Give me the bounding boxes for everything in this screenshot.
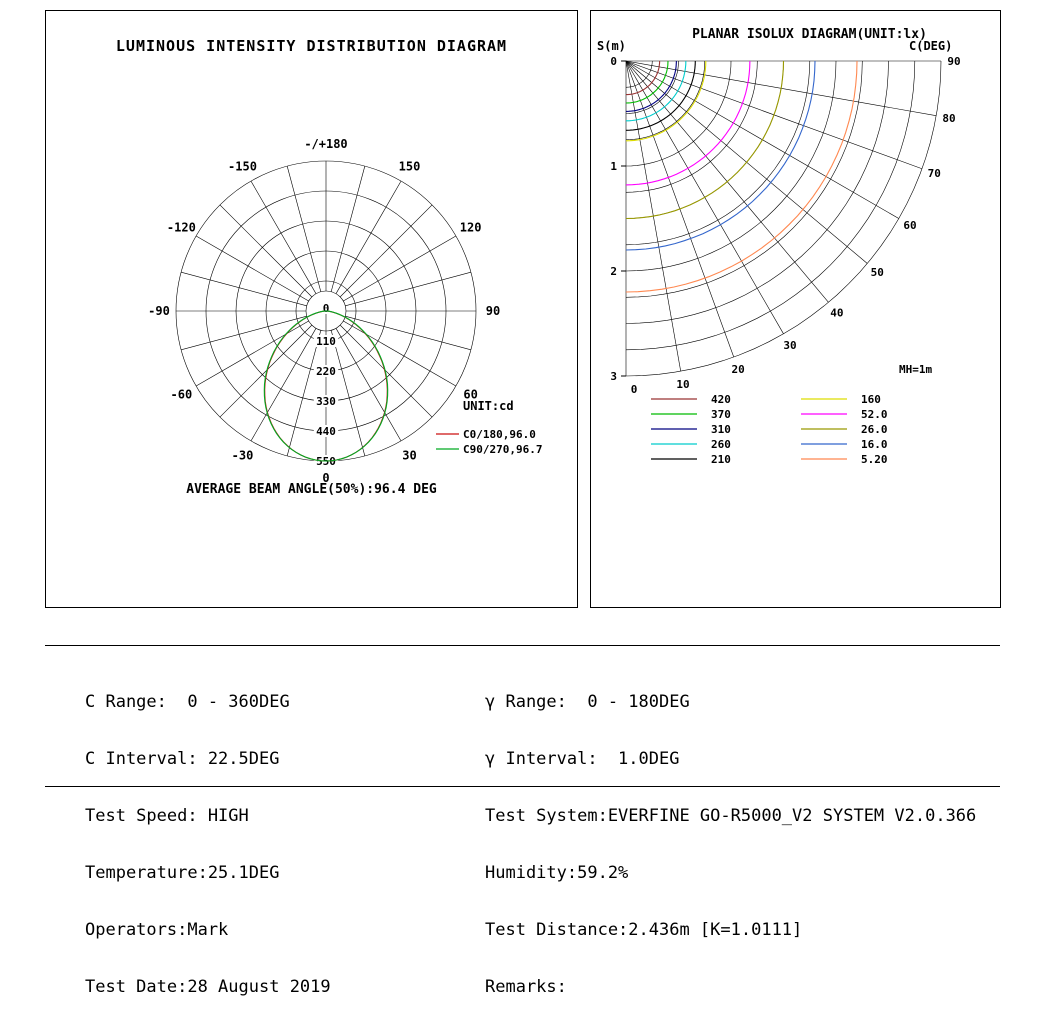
svg-text:60: 60 <box>903 219 916 232</box>
info-line-test-system: Test System:EVERFINE GO-R5000_V2 SYSTEM … <box>485 806 977 826</box>
luminous-intensity-panel: -/+180 150 120 90 60 30 0 -30 -60 -90 -120 -150 110 2… <box>45 10 578 608</box>
svg-text:3: 3 <box>610 370 617 383</box>
svg-text:UNIT:cd: UNIT:cd <box>463 399 514 413</box>
info-line-test-distance: Test Distance:2.436m [K=1.0111] <box>485 920 803 940</box>
info-line-temperature: Temperature:25.1DEG <box>85 863 280 883</box>
svg-text:-/+180: -/+180 <box>304 137 347 151</box>
test-info-right-column: γ Range: 0 - 180DEG γ Interval: 1.0DEG T… <box>485 655 976 1035</box>
svg-text:310: 310 <box>711 423 731 436</box>
svg-text:110: 110 <box>316 335 336 348</box>
info-line-gamma-interval: γ Interval: 1.0DEG <box>485 749 680 769</box>
svg-text:80: 80 <box>942 112 955 125</box>
svg-text:0: 0 <box>610 55 617 68</box>
c-axis-label: C(DEG) <box>909 39 953 53</box>
svg-text:-90: -90 <box>148 304 170 318</box>
test-info-left-column: C Range: 0 - 360DEG C Interval: 22.5DEG … <box>85 655 331 1035</box>
svg-text:-120: -120 <box>167 221 196 235</box>
info-line-c-range: C Range: 0 - 360DEG <box>85 692 290 712</box>
svg-text:30: 30 <box>783 339 796 352</box>
svg-text:260: 260 <box>711 438 731 451</box>
svg-text:50: 50 <box>871 266 884 279</box>
intensity-diagram-title: LUMINOUS INTENSITY DISTRIBUTION DIAGRAM <box>115 37 508 55</box>
isolux-fan-chart: 0 1 2 3 90 80 70 60 50 40 30 20 10 0 MH=1m 420 370 310 260… <box>610 55 960 466</box>
info-line-c-interval: C Interval: 22.5DEG <box>85 749 280 769</box>
svg-text:-30: -30 <box>232 449 254 463</box>
svg-text:0: 0 <box>631 383 638 396</box>
svg-text:C90/270,96.7: C90/270,96.7 <box>463 443 542 456</box>
svg-text:440: 440 <box>316 425 336 438</box>
svg-text:0: 0 <box>323 302 330 315</box>
svg-text:60: 60 <box>463 388 477 402</box>
svg-text:-60: -60 <box>171 388 193 402</box>
svg-text:40: 40 <box>830 306 843 319</box>
svg-text:52.0: 52.0 <box>861 408 888 421</box>
svg-text:26.0: 26.0 <box>861 423 888 436</box>
svg-text:16.0: 16.0 <box>861 438 888 451</box>
info-line-test-date: Test Date:28 August 2019 <box>85 977 331 997</box>
svg-text:70: 70 <box>928 167 941 180</box>
info-line-operators: Operators:Mark <box>85 920 229 940</box>
svg-text:-150: -150 <box>228 159 257 173</box>
info-line-test-speed: Test Speed: HIGH <box>85 806 249 826</box>
svg-text:20: 20 <box>732 363 745 376</box>
svg-text:420: 420 <box>711 393 731 406</box>
svg-text:220: 220 <box>316 365 336 378</box>
info-line-humidity: Humidity:59.2% <box>485 863 629 883</box>
s-axis-label: S(m) <box>597 39 626 53</box>
intensity-polar-chart: -/+180 150 120 90 60 30 0 -30 -60 -90 -120 -150 110 2… <box>148 137 542 485</box>
svg-text:150: 150 <box>399 159 421 173</box>
svg-text:2: 2 <box>610 265 617 278</box>
test-info-section: C Range: 0 - 360DEG C Interval: 22.5DEG … <box>45 645 1000 997</box>
svg-text:1: 1 <box>610 160 617 173</box>
svg-text:160: 160 <box>861 393 881 406</box>
isolux-panel: 0 1 2 3 90 80 70 60 50 40 30 20 10 0 MH=1m 420 370 310 260… <box>590 10 1001 608</box>
svg-text:120: 120 <box>460 221 482 235</box>
svg-text:0: 0 <box>322 471 329 485</box>
svg-text:90: 90 <box>947 55 960 68</box>
svg-text:370: 370 <box>711 408 731 421</box>
average-beam-angle-label: AVERAGE BEAM ANGLE(50%):96.4 DEG <box>186 482 437 497</box>
info-line-gamma-range: γ Range: 0 - 180DEG <box>485 692 690 712</box>
svg-text:MH=1m: MH=1m <box>899 363 932 376</box>
svg-text:210: 210 <box>711 453 731 466</box>
isolux-diagram-title: PLANAR ISOLUX DIAGRAM(UNIT:lx) <box>692 27 927 42</box>
svg-text:330: 330 <box>316 395 336 408</box>
svg-text:C0/180,96.0: C0/180,96.0 <box>463 428 536 441</box>
svg-text:10: 10 <box>676 378 689 391</box>
info-line-remarks: Remarks: <box>485 977 567 997</box>
svg-text:30: 30 <box>402 449 416 463</box>
svg-text:90: 90 <box>486 304 500 318</box>
svg-text:5.20: 5.20 <box>861 453 888 466</box>
